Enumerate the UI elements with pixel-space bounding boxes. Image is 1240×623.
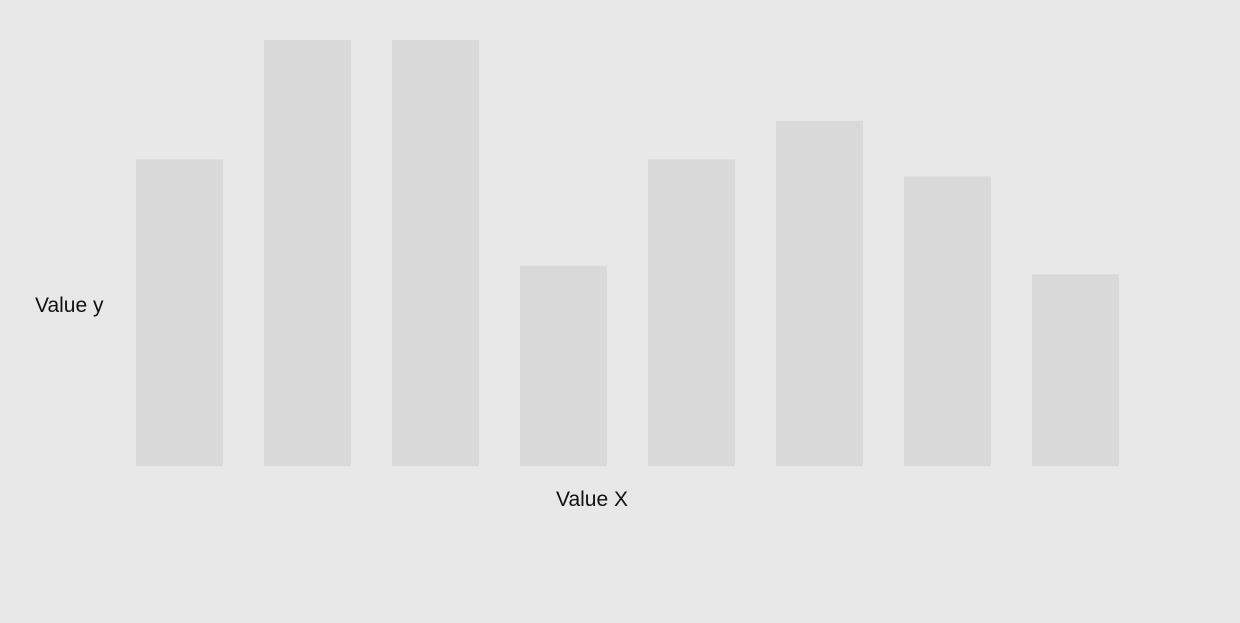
x-axis-label: Value X — [556, 488, 628, 512]
bar-6 — [776, 121, 863, 466]
bar-8 — [1032, 274, 1119, 466]
bar-5 — [648, 159, 735, 466]
bar-7 — [904, 176, 991, 466]
bar-1 — [136, 159, 223, 466]
y-axis-label: Value y — [35, 294, 104, 318]
bar-4 — [520, 266, 607, 466]
bar-3 — [392, 40, 479, 466]
bar-2 — [264, 40, 351, 466]
